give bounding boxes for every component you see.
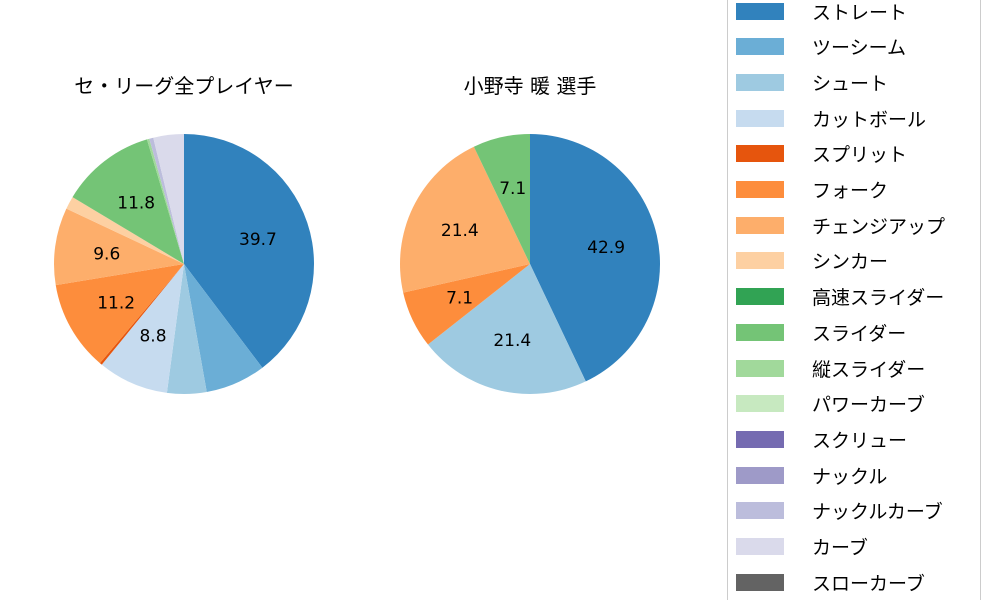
legend-item: カーブ — [736, 535, 868, 559]
pie-slice — [530, 134, 660, 382]
slice-label: 8.8 — [139, 327, 166, 347]
legend-label: ツーシーム — [812, 37, 907, 60]
legend-item: ナックル — [736, 463, 888, 488]
legend-swatch — [736, 359, 784, 377]
slice-label: 11.2 — [97, 293, 135, 313]
legend-swatch — [736, 73, 784, 91]
legend-label: スクリュー — [812, 429, 908, 452]
slice-label: 42.9 — [587, 238, 625, 258]
pie-slice — [146, 138, 184, 264]
slice-label: 39.7 — [239, 230, 277, 250]
slice-label: 9.6 — [93, 244, 120, 264]
legend-item: シンカー — [736, 249, 888, 273]
legend-item: チェンジアップ — [736, 213, 946, 238]
legend-swatch — [736, 181, 784, 198]
pie-slice — [473, 134, 530, 264]
right-pie-title: 小野寺 暖 選手 — [463, 74, 597, 98]
pie-slice — [66, 197, 184, 264]
legend-label: ナックル — [812, 465, 888, 488]
legend-swatch — [736, 466, 784, 484]
pie-slice — [54, 208, 185, 286]
player-pie: 42.9 21.4 7.1 21.4 7.1 — [399, 134, 660, 394]
legend-item: 縦スライダー — [736, 356, 926, 381]
legend-item: 高速スライダー — [736, 285, 944, 309]
legend-swatch — [736, 430, 784, 448]
pie-slice — [149, 137, 184, 264]
left-pie-title: セ・リーグ全プレイヤー — [74, 74, 294, 98]
legend-label: チェンジアップ — [812, 215, 946, 238]
legend-swatch — [736, 145, 784, 163]
legend-item: スライダー — [736, 320, 907, 345]
legend-label: 縦スライダー — [812, 358, 926, 381]
legend-swatch — [736, 216, 784, 234]
legend-item: カットボール — [736, 106, 927, 131]
legend-label: フォーク — [812, 180, 889, 202]
legend-item: スプリット — [736, 142, 907, 166]
slice-label: 21.4 — [441, 221, 479, 241]
pie-slice — [184, 134, 314, 368]
legend: ストレートツーシームシュートカットボール スプリットフォークチェンジアップ シンカー… — [727, 0, 981, 600]
pie-slice — [403, 264, 530, 345]
pie-slice — [399, 146, 530, 293]
legend-swatch — [736, 323, 784, 341]
legend-label: カットボール — [812, 108, 927, 131]
legend-label: スプリット — [812, 144, 908, 167]
league-pie: 39.7 8.811.2 9.6 11.8 — [54, 134, 314, 395]
pie-slice — [166, 264, 207, 395]
pie-slice — [99, 264, 184, 365]
legend-item: スクリュー — [736, 427, 908, 452]
legend-swatch — [736, 38, 784, 56]
legend-label: スライダー — [812, 322, 907, 345]
legend-swatch — [736, 538, 784, 555]
legend-item: パワーカーブ — [736, 392, 925, 416]
legend-item: シュート — [736, 70, 889, 95]
legend-swatch — [736, 573, 784, 591]
legend-item: フォーク — [736, 178, 888, 202]
legend-label: 高速スライダー — [812, 287, 945, 310]
slice-label: 7.1 — [499, 179, 526, 199]
pie-slice — [184, 264, 263, 392]
legend-label: パワーカーブ — [812, 394, 925, 417]
pie-slice — [55, 264, 184, 364]
pie-slice — [153, 134, 184, 264]
legend-swatch — [736, 395, 784, 413]
slice-label: 7.1 — [446, 289, 473, 309]
legend-label: シュート — [812, 72, 889, 95]
legend-label: シンカー — [812, 251, 889, 274]
legend-swatch — [736, 502, 784, 520]
pie-slice — [427, 264, 586, 394]
legend-swatch — [736, 2, 784, 20]
pie-slice — [101, 264, 184, 393]
legend-item: ツーシーム — [736, 35, 906, 59]
legend-swatch — [736, 109, 784, 127]
legend-label: ナックルカーブ — [812, 501, 943, 524]
legend-label: カーブ — [812, 537, 868, 559]
legend-swatch — [736, 288, 784, 306]
legend-swatch — [736, 252, 784, 270]
legend-item: スローカーブ — [736, 570, 925, 595]
slice-label: 11.8 — [117, 193, 155, 213]
slice-label: 21.4 — [493, 331, 531, 351]
legend-item: ナックルカーブ — [736, 499, 943, 523]
legend-item: ストレート — [736, 0, 908, 24]
pie-slice — [72, 139, 184, 264]
legend-label: スローカーブ — [812, 572, 925, 595]
legend-label: ストレート — [812, 1, 908, 24]
